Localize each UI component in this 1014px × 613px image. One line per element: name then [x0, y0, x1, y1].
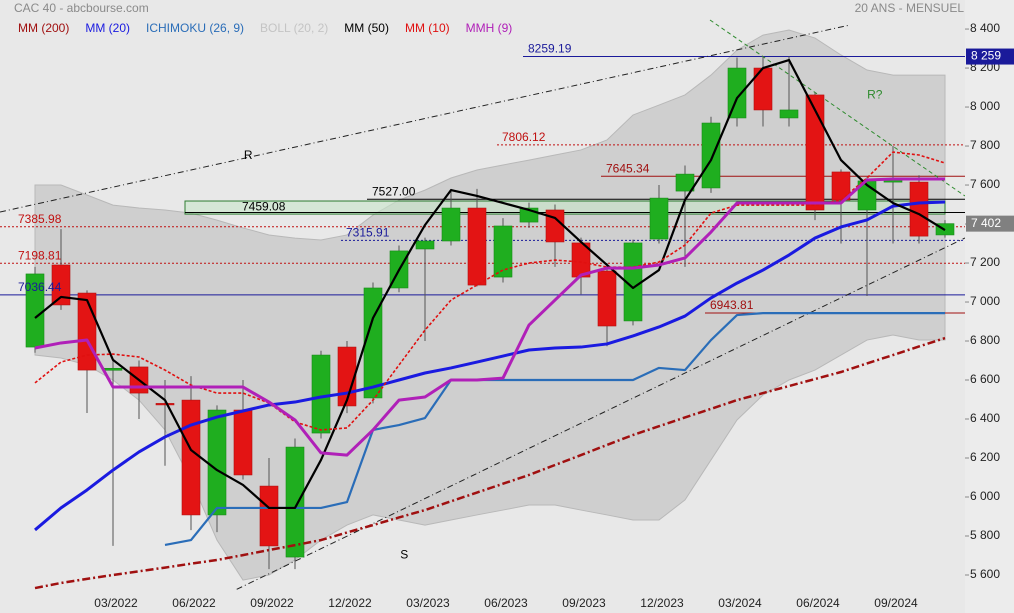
candle-body: [545, 209, 565, 243]
candle-body: [909, 181, 929, 237]
candle-body: [649, 197, 669, 240]
level-label: 7315.91: [346, 226, 390, 240]
candle-body: [311, 354, 331, 434]
x-tick-label: 03/2024: [718, 596, 762, 610]
x-tick-label: 06/2022: [172, 596, 216, 610]
annotation: S: [400, 548, 408, 562]
plot-area: [0, 19, 965, 590]
candle-body: [467, 207, 487, 286]
chart-title: CAC 40 - abcbourse.com: [14, 1, 149, 15]
legend-entry: MMH (9): [466, 21, 513, 35]
price-tag: [966, 48, 1014, 65]
indicator-line: [34, 58, 946, 510]
x-tick-label: 09/2023: [562, 596, 606, 610]
y-tick-label: 7 800: [970, 138, 1000, 152]
candle-body: [805, 94, 825, 211]
candle-body: [103, 368, 123, 371]
x-tick-label: 09/2024: [874, 596, 918, 610]
legend: MM (200) MM (20) ICHIMOKU (26, 9) BOLL (20,…: [18, 21, 512, 35]
legend-entry: MM (10): [405, 21, 450, 35]
level-label: 7459.08: [242, 200, 286, 214]
x-tick-label: 03/2022: [94, 596, 138, 610]
legend-entry: BOLL (20, 2): [260, 21, 328, 35]
x-tick-label: 06/2024: [796, 596, 840, 610]
x-tick-label: 06/2023: [484, 596, 528, 610]
candle-body: [441, 207, 461, 242]
y-tick-label: 6 600: [970, 372, 1000, 386]
level-label: 7198.81: [18, 248, 62, 262]
legend-entry: MM (20): [85, 21, 130, 35]
price-tag-label: 8 259: [971, 49, 1001, 63]
level-label: 7645.34: [606, 161, 650, 175]
y-tick-label: 7 200: [970, 255, 1000, 269]
candle-body: [701, 122, 721, 189]
price-tag: [966, 215, 1014, 232]
candle-body: [415, 240, 435, 250]
indicator-line: [34, 151, 946, 431]
y-tick-label: 6 800: [970, 333, 1000, 347]
price-tag-label: 7 402: [971, 216, 1001, 230]
legend-entry: ICHIMOKU (26, 9): [146, 21, 244, 35]
candle-body: [285, 446, 305, 558]
candle-body: [51, 264, 71, 306]
annotation: R: [244, 148, 253, 162]
chart-subtitle: 20 ANS - MENSUEL: [855, 1, 965, 15]
indicator-line: [34, 200, 946, 532]
y-tick-label: 5 800: [970, 528, 1000, 542]
level-label: 7036.44: [18, 280, 62, 294]
annotation: R?: [867, 88, 883, 102]
y-tick-label: 7 000: [970, 294, 1000, 308]
indicator-line: [34, 336, 946, 590]
y-tick-label: 6 200: [970, 450, 1000, 464]
candle-body: [155, 403, 175, 406]
y-tick-label: 6 400: [970, 411, 1000, 425]
level-label: 7527.00: [372, 184, 416, 198]
y-tick-label: 8 400: [970, 21, 1000, 35]
x-tick-label: 12/2023: [640, 596, 684, 610]
candle-body: [233, 409, 253, 476]
y-axis: 5 600 5 800 6 000 6 200 6 400 6 600 6 800 7 000…: [965, 21, 1014, 581]
candle-body: [675, 173, 695, 192]
level-label: 6943.81: [710, 298, 754, 312]
trendline: [0, 24, 851, 213]
candle-body: [77, 292, 97, 371]
indicator-line: [34, 177, 945, 457]
axis-background: [965, 0, 1014, 613]
level-label: 7385.98: [18, 212, 62, 226]
candle-body: [597, 270, 617, 327]
y-tick-label: 8 000: [970, 99, 1000, 113]
legend-entry: MM (200): [18, 21, 69, 35]
candle-body: [207, 409, 227, 516]
y-tick-label: 7 600: [970, 177, 1000, 191]
candle-body: [259, 485, 279, 547]
candle-body: [493, 225, 513, 278]
x-tick-label: 03/2023: [406, 596, 450, 610]
x-tick-label: 09/2022: [250, 596, 294, 610]
candle-body: [727, 67, 747, 119]
level-label: 7806.12: [502, 130, 546, 144]
level-label: 8259.19: [528, 42, 572, 56]
candle-body: [779, 109, 799, 119]
x-tick-label: 12/2022: [328, 596, 372, 610]
trendline: [709, 19, 965, 197]
y-tick-label: 6 000: [970, 489, 1000, 503]
legend-entry: MM (50): [344, 21, 389, 35]
candle-body: [181, 399, 201, 516]
y-tick-label: 5 600: [970, 567, 1000, 581]
